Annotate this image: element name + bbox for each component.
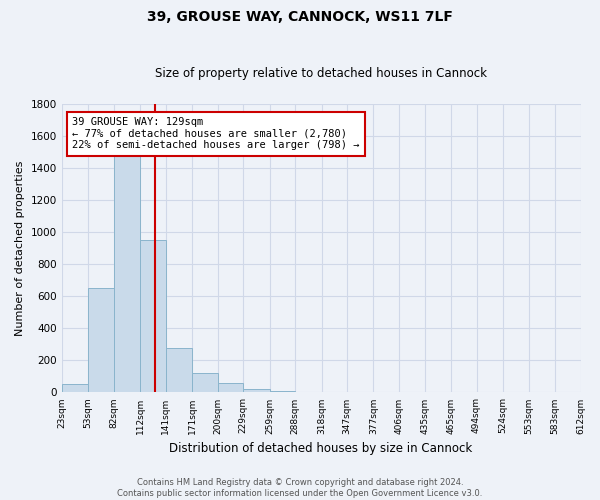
Bar [88,288,113,393]
Title: Size of property relative to detached houses in Cannock: Size of property relative to detached ho… [155,66,487,80]
Bar [166,348,192,393]
Bar [113,152,140,392]
Y-axis label: Number of detached properties: Number of detached properties [15,160,25,336]
Bar [218,383,243,392]
Text: 39, GROUSE WAY, CANNOCK, WS11 7LF: 39, GROUSE WAY, CANNOCK, WS11 7LF [147,10,453,24]
Bar [243,389,269,392]
Text: Contains HM Land Registry data © Crown copyright and database right 2024.
Contai: Contains HM Land Registry data © Crown c… [118,478,482,498]
Bar [140,240,166,392]
Bar [62,384,88,392]
X-axis label: Distribution of detached houses by size in Cannock: Distribution of detached houses by size … [169,442,473,455]
Bar [269,391,295,392]
Text: 39 GROUSE WAY: 129sqm
← 77% of detached houses are smaller (2,780)
22% of semi-d: 39 GROUSE WAY: 129sqm ← 77% of detached … [72,117,359,150]
Bar [192,373,218,392]
